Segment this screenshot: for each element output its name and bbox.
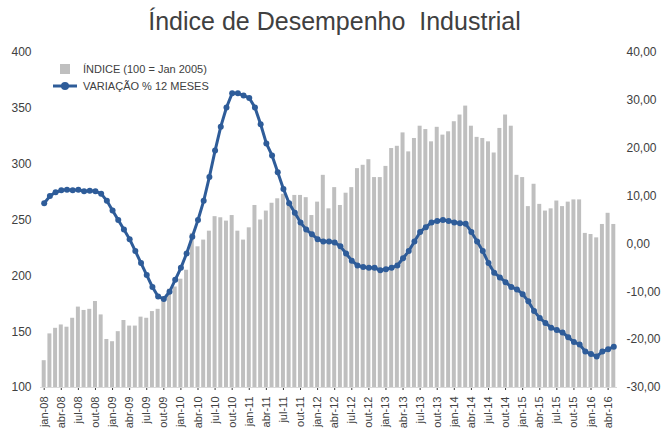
svg-text:jul-14: jul-14 <box>482 397 494 425</box>
svg-text:abr-16: abr-16 <box>602 397 614 429</box>
svg-text:out-13: out-13 <box>431 397 443 428</box>
svg-text:abr-13: abr-13 <box>397 397 409 429</box>
svg-text:out-09: out-09 <box>157 397 169 428</box>
svg-text:jan-13: jan-13 <box>379 397 391 429</box>
svg-text:jul-15: jul-15 <box>550 397 562 425</box>
svg-text:jan-14: jan-14 <box>448 397 460 429</box>
svg-text:jul-13: jul-13 <box>414 397 426 425</box>
svg-text:out-08: out-08 <box>89 397 101 428</box>
svg-text:jul-11: jul-11 <box>277 397 289 424</box>
svg-text:300: 300 <box>11 157 31 171</box>
svg-text:abr-10: abr-10 <box>192 397 204 429</box>
svg-text:350: 350 <box>11 101 31 115</box>
svg-text:out-12: out-12 <box>362 397 374 428</box>
svg-text:0,00: 0,00 <box>627 237 651 251</box>
svg-text:-10,00: -10,00 <box>627 285 661 299</box>
svg-text:out-10: out-10 <box>226 397 238 428</box>
svg-text:abr-11: abr-11 <box>260 397 272 428</box>
svg-text:jan-08: jan-08 <box>38 397 50 429</box>
svg-text:abr-08: abr-08 <box>55 397 67 429</box>
svg-text:10,00: 10,00 <box>627 189 657 203</box>
svg-text:abr-09: abr-09 <box>123 397 135 429</box>
svg-text:out-14: out-14 <box>499 397 511 428</box>
svg-text:jan-12: jan-12 <box>311 397 323 429</box>
svg-text:jul-09: jul-09 <box>140 397 152 425</box>
svg-text:jan-15: jan-15 <box>516 397 528 429</box>
html-text:ÍNDICE (100 = Jan 2005): ÍNDICE (100 = Jan 2005) <box>83 62 207 75</box>
svg-text:jul-10: jul-10 <box>209 397 221 425</box>
html-text:Índice de Desempenho Industria: Índice de Desempenho Industrial <box>148 7 521 35</box>
svg-text:abr-15: abr-15 <box>533 397 545 429</box>
svg-text:abr-14: abr-14 <box>465 397 477 429</box>
svg-text:jan-09: jan-09 <box>106 397 118 429</box>
html-text:VARIAÇÃO % 12 MESES: VARIAÇÃO % 12 MESES <box>83 79 209 92</box>
svg-text:30,00: 30,00 <box>627 93 657 107</box>
svg-text:-30,00: -30,00 <box>627 380 661 394</box>
svg-text:100: 100 <box>11 380 31 394</box>
svg-text:jan-16: jan-16 <box>585 397 597 429</box>
svg-text:20,00: 20,00 <box>627 141 657 155</box>
svg-text:abr-12: abr-12 <box>328 397 340 429</box>
svg-text:jan-10: jan-10 <box>174 397 186 429</box>
svg-text:400: 400 <box>11 45 31 59</box>
svg-text:-20,00: -20,00 <box>627 332 661 346</box>
svg-text:40,00: 40,00 <box>627 45 657 59</box>
svg-text:jul-08: jul-08 <box>72 397 84 425</box>
svg-text:jan-11: jan-11 <box>243 397 255 428</box>
svg-text:200: 200 <box>11 269 31 283</box>
svg-text:jul-12: jul-12 <box>345 397 357 425</box>
svg-text:out-11: out-11 <box>294 397 306 427</box>
svg-text:out-15: out-15 <box>567 397 579 428</box>
svg-text:150: 150 <box>11 325 31 339</box>
svg-text:250: 250 <box>11 213 31 227</box>
